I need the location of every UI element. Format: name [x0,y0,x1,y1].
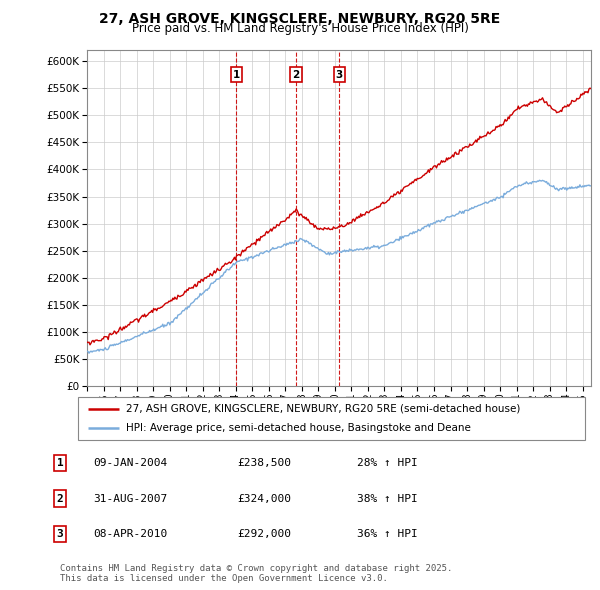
Text: 36% ↑ HPI: 36% ↑ HPI [357,529,418,539]
Text: 31-AUG-2007: 31-AUG-2007 [93,494,167,503]
Text: 09-JAN-2004: 09-JAN-2004 [93,458,167,468]
Text: Contains HM Land Registry data © Crown copyright and database right 2025.
This d: Contains HM Land Registry data © Crown c… [60,563,452,583]
Text: £238,500: £238,500 [237,458,291,468]
Text: 1: 1 [56,458,64,468]
Text: HPI: Average price, semi-detached house, Basingstoke and Deane: HPI: Average price, semi-detached house,… [126,423,471,433]
FancyBboxPatch shape [78,397,585,440]
Text: 2: 2 [293,70,300,80]
Text: 1: 1 [233,70,240,80]
Text: 3: 3 [56,529,64,539]
Text: £292,000: £292,000 [237,529,291,539]
Text: 38% ↑ HPI: 38% ↑ HPI [357,494,418,503]
Text: 27, ASH GROVE, KINGSCLERE, NEWBURY, RG20 5RE (semi-detached house): 27, ASH GROVE, KINGSCLERE, NEWBURY, RG20… [126,404,521,414]
Text: 27, ASH GROVE, KINGSCLERE, NEWBURY, RG20 5RE: 27, ASH GROVE, KINGSCLERE, NEWBURY, RG20… [100,12,500,26]
Text: 2: 2 [56,494,64,503]
Text: Price paid vs. HM Land Registry's House Price Index (HPI): Price paid vs. HM Land Registry's House … [131,22,469,35]
Text: 3: 3 [336,70,343,80]
Text: 08-APR-2010: 08-APR-2010 [93,529,167,539]
Text: £324,000: £324,000 [237,494,291,503]
Text: 28% ↑ HPI: 28% ↑ HPI [357,458,418,468]
